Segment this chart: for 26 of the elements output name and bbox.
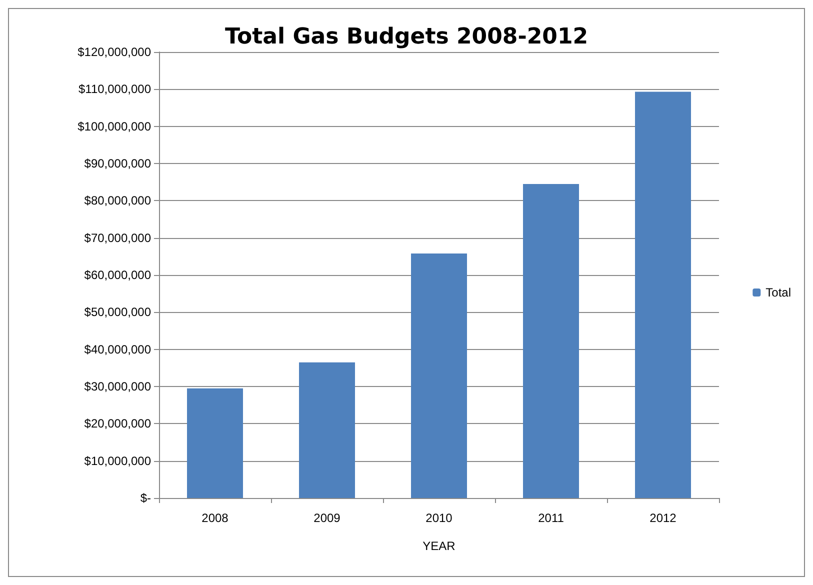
y-tick-label: $80,000,000 [84,194,152,208]
x-tick-label: 2010 [426,511,453,525]
bar [299,362,355,498]
y-tick-label: $90,000,000 [84,156,152,170]
chart-title: Total Gas Budgets 2008-2012 [224,24,588,50]
x-tick-label: 2011 [538,511,564,525]
bar [523,184,579,498]
x-tick-label: 2009 [314,511,341,525]
y-tick-label: $70,000,000 [84,230,152,245]
bar [411,253,467,498]
y-tick-label: $120,000,000 [78,45,152,59]
y-tick-label: $110,000,000 [78,82,152,96]
y-tick-label: $30,000,000 [84,380,152,394]
y-tick-label: $50,000,000 [84,305,152,320]
legend-label: Total [766,286,792,300]
bar [187,388,243,498]
x-tick-label: 2012 [650,511,677,525]
x-axis-title: YEAR [422,539,456,553]
y-tick-label: $40,000,000 [84,342,152,356]
y-tick-label: $- [140,491,151,505]
y-tick-label: $100,000,000 [78,119,152,134]
x-tick-label: 2008 [202,511,229,525]
y-tick-label: $20,000,000 [84,416,152,431]
y-tick-label: $10,000,000 [84,454,152,468]
y-tick-label: $60,000,000 [84,268,152,282]
bar [635,92,691,498]
